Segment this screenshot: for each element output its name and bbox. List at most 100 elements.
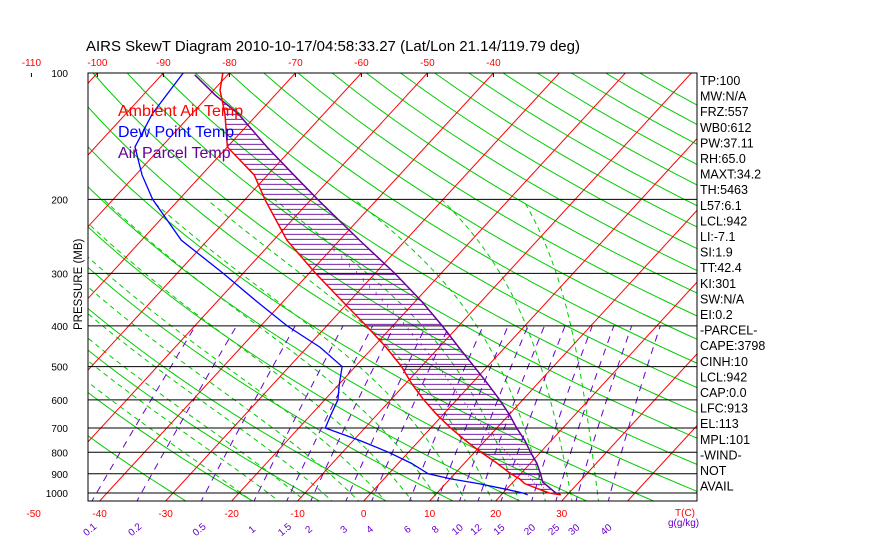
temperature-curve xyxy=(219,73,561,496)
mixing-ratio-line xyxy=(555,325,615,501)
cape-vertical-hatching xyxy=(333,247,544,489)
mixing-ratio-line xyxy=(607,325,661,501)
top-temp-tick-label: -90 xyxy=(156,58,171,69)
mixing-ratio-label: 10 xyxy=(450,522,466,538)
moist-adiabat xyxy=(353,199,546,501)
moist-adiabat xyxy=(88,337,307,501)
dry-adiabat xyxy=(88,349,321,501)
stability-index-item: LCL:942 xyxy=(700,214,747,228)
mixing-ratio-label: 2 xyxy=(303,524,315,536)
dry-adiabat xyxy=(365,73,697,272)
moist-adiabat xyxy=(522,199,599,501)
dry-adiabat xyxy=(399,73,697,250)
mixing-ratio-label: 1 xyxy=(247,524,259,536)
moist-adiabat xyxy=(88,360,280,501)
top-temp-tick-label: -110 xyxy=(22,58,42,69)
mixing-ratio-label: 15 xyxy=(492,522,508,538)
dry-adiabat xyxy=(228,73,697,364)
mixing-ratio-label: 12 xyxy=(469,522,485,538)
top-temp-tick-label: -80 xyxy=(222,58,237,69)
y-axis-label: PRESSURE (MB) xyxy=(73,238,85,330)
dry-adiabat xyxy=(92,73,697,465)
dry-adiabat xyxy=(297,73,697,317)
mixing-ratio-label: 0.2 xyxy=(127,521,145,539)
isotherm xyxy=(626,424,697,501)
stability-index-item: -WIND- xyxy=(700,448,742,462)
dry-adiabat xyxy=(331,73,697,294)
moist-adiabat xyxy=(88,256,386,501)
mixing-ratio-line xyxy=(436,325,509,501)
mixing-ratio-label: 8 xyxy=(430,524,442,536)
pressure-tick-label: 100 xyxy=(51,69,68,80)
stability-index-item: SW:N/A xyxy=(700,292,745,306)
stability-index-item: TH:5463 xyxy=(700,183,748,197)
dry-adiabat xyxy=(263,73,697,340)
mixing-ratio-label: 1.5 xyxy=(276,521,294,539)
mixing-ratio-label: 6 xyxy=(402,524,414,536)
stability-index-item: SI:1.9 xyxy=(700,246,733,260)
stability-index-item: NOT xyxy=(700,464,727,478)
top-temp-tick-label: -50 xyxy=(420,58,435,69)
mixing-ratio-label: 0.5 xyxy=(191,521,209,539)
isotherm xyxy=(0,43,59,503)
stability-index-item: MW:N/A xyxy=(700,90,747,104)
pressure-tick-label: 600 xyxy=(51,396,68,407)
stability-index-item: LCL:942 xyxy=(700,370,747,384)
bottom-temp-tick-label: -40 xyxy=(92,509,107,520)
moist-adiabat xyxy=(88,381,253,501)
mixing-ratio-label: 40 xyxy=(599,522,615,538)
mixing-ratio-label: 30 xyxy=(567,522,583,538)
moist-adiabat xyxy=(206,199,493,501)
stability-index-item: L57:6.1 xyxy=(700,199,742,213)
mixing-ratio-line xyxy=(371,325,450,501)
dry-adiabat xyxy=(88,146,656,501)
dewpoint-curve xyxy=(134,73,528,496)
moist-adiabat xyxy=(274,199,520,501)
mixing-ratio-line xyxy=(253,325,344,501)
top-temp-tick-label: -40 xyxy=(486,58,501,69)
mixing-ratio-line xyxy=(91,325,196,501)
stability-index-item: CINH:10 xyxy=(700,355,748,369)
mixing-ratio-label: 4 xyxy=(364,524,376,536)
dry-adiabat xyxy=(536,73,697,165)
moist-adiabat xyxy=(88,286,360,501)
mixing-ratio-line xyxy=(310,325,395,501)
mixing-ratio-label: 3 xyxy=(339,524,351,536)
stability-index-item: -PARCEL- xyxy=(700,324,757,338)
mixing-ratio-line xyxy=(286,325,373,501)
profile-layer xyxy=(134,73,561,496)
dry-adiabat xyxy=(160,73,697,414)
isotherm xyxy=(88,73,165,156)
stability-index-item: LFC:913 xyxy=(700,402,748,416)
stability-index-item: EL:113 xyxy=(700,417,739,431)
mixing-unit-label: g(g/kg) xyxy=(668,518,699,529)
stability-index-item: EI:0.2 xyxy=(700,308,733,322)
stability-index-item: FRZ:557 xyxy=(700,105,749,119)
dry-adiabat xyxy=(88,435,187,501)
stability-index-item: RH:65.0 xyxy=(700,152,746,166)
dry-adiabat xyxy=(88,106,697,492)
pressure-tick-label: 700 xyxy=(51,424,68,435)
pressure-tick-label: 1000 xyxy=(46,489,69,500)
temp-unit-label: T(C) xyxy=(675,508,695,519)
top-temp-tick-label: -70 xyxy=(288,58,303,69)
legend: Ambient Air Temp Dew Point Temp Air Parcel… xyxy=(118,103,243,162)
isotherm xyxy=(560,353,697,501)
mixing-ratio-label: 25 xyxy=(546,522,562,538)
stability-index-item: CAP:0.0 xyxy=(700,386,747,400)
stability-index-item: CAPE:3798 xyxy=(700,339,765,353)
stability-index-item: AVAIL xyxy=(700,480,734,494)
dry-adiabat xyxy=(194,73,697,389)
stability-index-item: KI:301 xyxy=(700,277,736,291)
top-temp-tick-label: -60 xyxy=(354,58,369,69)
bottom-temp-tick-label: -10 xyxy=(290,509,305,520)
moist-adiabat xyxy=(88,313,333,501)
parcel-curve xyxy=(194,74,561,496)
pressure-tick-label: 400 xyxy=(51,322,68,333)
pressure-tick-label: 800 xyxy=(51,448,68,459)
grid-layer xyxy=(0,43,697,503)
isotherm xyxy=(88,73,231,228)
stability-index-item: PW:37.11 xyxy=(700,136,754,150)
mixing-ratio-label: 0.1 xyxy=(82,521,100,539)
